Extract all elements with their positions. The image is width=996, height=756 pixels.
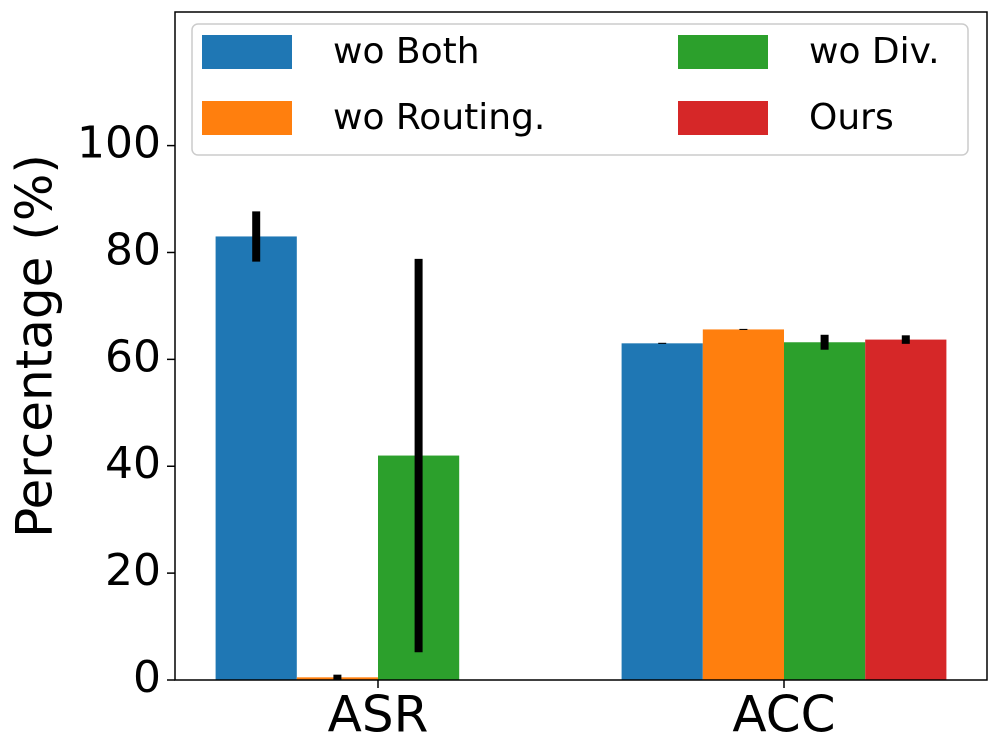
legend-swatch	[678, 35, 768, 69]
legend-swatch	[202, 35, 292, 69]
legend-swatch	[202, 101, 292, 135]
legend-box	[191, 23, 969, 156]
y-tick-label: 0	[133, 652, 161, 703]
y-tick-label: 100	[77, 118, 161, 169]
y-axis-label: Percentage (%)	[6, 154, 64, 538]
y-tick-label: 60	[105, 331, 161, 382]
legend-label: wo Div.	[809, 31, 940, 72]
legend-label: Ours	[809, 97, 894, 138]
legend-label: wo Routing.	[333, 97, 545, 138]
y-tick-label: 40	[105, 438, 161, 489]
x-tick-label: ACC	[732, 686, 835, 744]
bar	[215, 236, 297, 680]
bar	[702, 329, 784, 680]
bar	[621, 343, 703, 680]
x-tick-label: ASR	[328, 686, 429, 744]
bar	[784, 342, 866, 680]
legend-swatch	[678, 101, 768, 135]
y-tick-label: 20	[105, 545, 161, 596]
y-tick-label: 80	[105, 224, 161, 275]
bar	[865, 339, 947, 680]
axes-frame	[174, 11, 988, 681]
legend-label: wo Both	[333, 31, 480, 72]
